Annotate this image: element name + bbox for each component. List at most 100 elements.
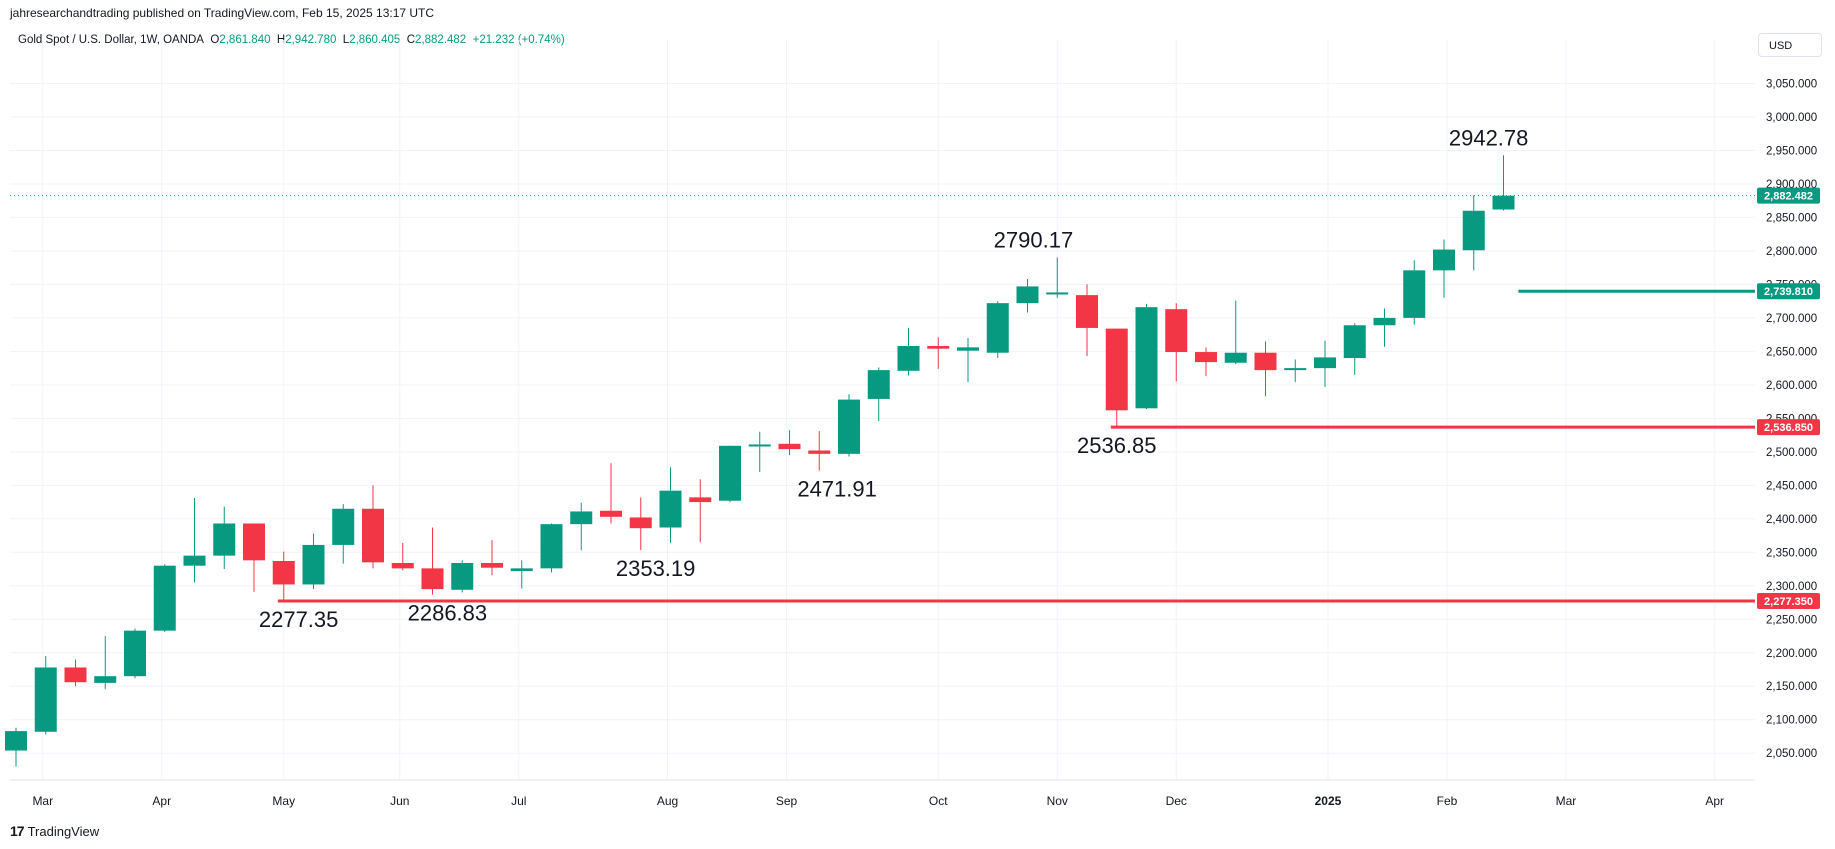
candle-body [1462,210,1485,251]
price-tag-label: 2,882.482 [1764,191,1813,203]
price-annotation: 2471.91 [797,477,877,502]
candle-body [510,568,533,572]
price-annotation: 2286.83 [408,601,488,626]
low-label: L [342,34,350,46]
candle-body [778,443,801,450]
candle-body [867,370,890,399]
candle-body [986,303,1009,353]
candle-body [391,563,414,569]
candle-body [94,676,117,683]
brand-name[interactable]: TradingView [27,823,100,839]
price-tag-label: 2,277.350 [1764,596,1813,608]
candles [5,155,1515,767]
price-tag [1757,592,1820,609]
candle-body [1046,292,1069,295]
close-label: C [406,34,416,46]
y-tick-label: 2,250.000 [1766,614,1817,626]
symbol-title[interactable]: Gold Spot / U.S. Dollar, 1W, OANDA [18,34,204,46]
y-tick-label: 2,200.000 [1766,648,1817,660]
x-tick-label: Aug [657,794,678,808]
y-tick-label: 2,600.000 [1766,380,1817,392]
candle-body [1254,352,1277,371]
y-tick-label: 2,150.000 [1766,681,1817,693]
candle-body [1314,357,1336,369]
candle-body [5,731,27,751]
currency-selector[interactable]: USD [1758,33,1822,57]
close-value: 2,882.482 [415,34,467,46]
candle-body [748,444,771,447]
price-annotation: 2942.78 [1449,125,1529,150]
candle-body [719,445,741,501]
candle-body [1076,295,1098,328]
x-tick-label: 2025 [1315,794,1342,808]
candle-body [272,561,295,585]
candle-body [600,510,622,517]
candle-body [1403,270,1426,318]
footer: 17 TradingView [10,823,99,839]
horizontal-lines [10,195,1755,603]
candle-body [1492,195,1515,210]
candle-body [1016,286,1039,304]
candle-body [1135,307,1158,409]
price-tag [1757,419,1820,436]
y-tick-label: 3,000.000 [1766,112,1817,124]
y-tick-label: 2,100.000 [1766,715,1817,727]
x-tick-label: Mar [32,794,53,808]
tradingview-logo-icon[interactable]: 17 [10,823,25,839]
candle-body [838,399,860,454]
x-tick-label: Jul [511,794,526,808]
price-tag-label: 2,739.810 [1764,286,1813,298]
high-value: 2,942.780 [285,34,337,46]
high-label: H [276,34,286,46]
candle-body [1105,328,1128,411]
open-value: 2,861.840 [219,34,271,46]
candle-body [362,508,384,563]
y-tick-label: 2,850.000 [1766,212,1817,224]
candle-body [957,347,979,351]
annotations: 2277.35 2286.83 2353.19 2471.91 2790.17 2536.… [259,125,1529,632]
x-tick-label: Jun [390,794,409,808]
x-tick-label: Oct [929,794,948,808]
candle-body [1343,325,1366,359]
x-tick-label: Feb [1437,794,1458,808]
publisher-line: jahresearchandtrading published on Tradi… [10,6,435,20]
time-axis[interactable]: Mar Apr May Jun Jul Aug Sep Oct Nov Dec 2025 Feb Mar… [32,794,1724,808]
price-tag-label: 2,536.850 [1764,422,1813,434]
candle-body [481,563,503,568]
candle-body [64,667,87,683]
candle-body [1433,249,1455,271]
y-tick-label: 2,450.000 [1766,480,1817,492]
open-label: O [210,34,220,46]
candle-body [629,517,652,529]
candle-body [689,497,712,503]
y-tick-label: 2,950.000 [1766,145,1817,157]
x-tick-label: Mar [1556,794,1577,808]
candle-body [927,346,950,349]
candle-body [332,508,355,545]
y-tick-label: 2,650.000 [1766,346,1817,358]
y-tick-label: 2,350.000 [1766,547,1817,559]
candle-body [421,568,444,590]
candle-body [570,511,593,525]
candle-body [1284,368,1307,371]
price-annotation: 2277.35 [259,607,339,632]
y-tick-label: 2,700.000 [1766,313,1817,325]
candle-body [808,450,831,454]
x-tick-label: May [272,794,295,808]
candle-body [183,555,206,566]
x-tick-label: Nov [1047,794,1068,808]
x-tick-label: Apr [152,794,171,808]
price-annotation: 2790.17 [994,228,1074,253]
symbol-legend: Gold Spot / U.S. Dollar, 1W, OANDA O2,86… [18,34,565,46]
y-tick-label: 2,800.000 [1766,246,1817,258]
candle-body [213,523,236,556]
x-tick-label: Sep [776,794,798,808]
candle-body [1195,352,1217,363]
price-annotation: 2536.85 [1077,433,1157,458]
x-tick-label: Apr [1705,794,1724,808]
candle-body [1165,309,1188,353]
y-tick-label: 2,400.000 [1766,514,1817,526]
candle-body [153,565,176,631]
candle-body [124,630,146,677]
